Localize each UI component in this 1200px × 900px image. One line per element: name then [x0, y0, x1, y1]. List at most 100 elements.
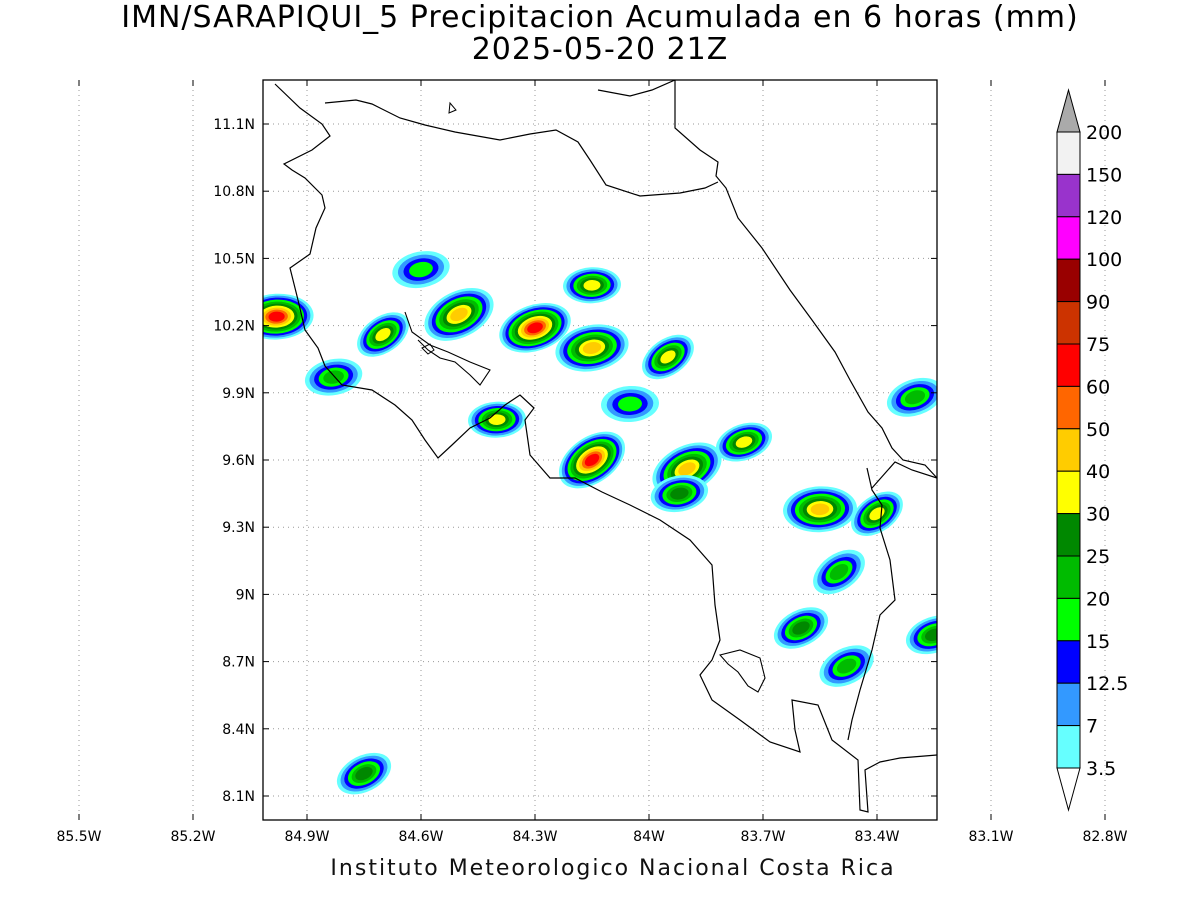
precip-cell — [468, 401, 526, 438]
colorbar-segment — [1056, 258, 1081, 303]
precip-contour — [24, 781, 43, 794]
colorbar-label: 3.5 — [1086, 758, 1116, 780]
precip-contour — [527, 322, 543, 334]
precip-contour — [962, 445, 998, 476]
colorbar-segment — [1056, 725, 1081, 769]
precip-cell — [263, 293, 314, 340]
precip-contour — [103, 192, 170, 245]
colorbar-legend: 200 150 120 100 90 75 60 50 40 30 25 20 15 12.5 7 3.5 — [1056, 88, 1128, 812]
precip-contour — [584, 453, 600, 467]
lat-tick-label: 8.1N — [222, 789, 255, 805]
precip-contour — [450, 307, 468, 322]
precip-contour — [215, 755, 246, 784]
precip-contour — [3, 768, 63, 807]
colorbar-label: 15 — [1086, 631, 1110, 653]
precip-cell — [558, 431, 626, 489]
precip-contour — [1011, 560, 1046, 583]
precip-cell — [7, 308, 75, 366]
precip-contour — [409, 261, 433, 278]
precip-cell — [103, 192, 170, 245]
precip-contour — [970, 451, 990, 468]
precip-contour — [20, 778, 47, 796]
lon-tick-label: 83.7W — [740, 829, 785, 845]
precip-cell — [1149, 526, 1200, 572]
precip-cell — [783, 486, 857, 533]
colorbar-label: 25 — [1086, 546, 1110, 568]
precip-contour — [1003, 555, 1055, 589]
caribbean-coastline — [597, 80, 937, 479]
precip-contour — [115, 201, 158, 235]
precip-contour — [47, 244, 73, 263]
precip-contour — [16, 165, 65, 208]
precip-contour — [0, 765, 67, 809]
lon-tick-label: 84.3W — [512, 829, 557, 845]
precipitation-field — [0, 162, 1200, 812]
precip-contour — [36, 236, 85, 271]
lat-tick-label: 10.5N — [213, 251, 255, 267]
nicoya-gulf-outline — [404, 311, 491, 386]
precip-cell — [886, 377, 937, 417]
precip-contour — [30, 177, 52, 196]
colorbar-segment — [1056, 682, 1081, 727]
precip-contour — [810, 503, 830, 516]
precip-contour — [954, 438, 1006, 483]
title-line-1: IMN/SARAPIQUI_5 Precipitacion Acumulada … — [121, 0, 1079, 35]
precip-contour — [126, 210, 146, 226]
precip-contour — [958, 441, 1002, 479]
precip-contour — [0, 762, 72, 812]
precip-contour — [1165, 634, 1196, 654]
colorbar-label: 40 — [1086, 461, 1110, 483]
lon-tick-label: 83.1W — [968, 829, 1013, 845]
precip-contour — [12, 162, 71, 212]
precip-contour — [32, 233, 88, 274]
precip-contour — [51, 247, 70, 261]
precip-cell — [650, 475, 709, 513]
colorbar-label: 7 — [1086, 716, 1098, 738]
colorbar-label: 20 — [1086, 588, 1110, 610]
precip-contour — [1168, 540, 1194, 559]
lat-tick-label: 8.4N — [222, 722, 255, 738]
precip-contour — [1007, 558, 1051, 586]
coastlines — [274, 80, 937, 813]
precip-cell — [601, 385, 659, 423]
precip-contour — [355, 766, 373, 781]
precip-contour — [660, 350, 676, 364]
precip-contour — [112, 672, 176, 718]
lon-tick-label: 84.9W — [284, 829, 329, 845]
precip-contour — [21, 169, 61, 204]
precip-cell — [642, 334, 694, 380]
pacific-coastline — [274, 83, 937, 813]
colorbar-segment — [1056, 343, 1081, 387]
precip-cell — [563, 267, 621, 304]
colorbar-segment — [1056, 216, 1081, 260]
colorbar-segment — [1056, 301, 1081, 345]
colorbar-segment — [1056, 428, 1081, 472]
precip-contour — [16, 775, 51, 798]
panama-border — [847, 461, 937, 741]
precip-contour — [1157, 532, 1200, 567]
precip-contour — [211, 750, 251, 787]
precip-contour — [323, 370, 344, 384]
lat-tick-label: 10.2N — [213, 319, 255, 335]
precip-contour — [43, 242, 77, 266]
precip-contour — [7, 308, 75, 366]
precip-contour — [618, 396, 642, 412]
colorbar-label: 30 — [1086, 504, 1110, 526]
precip-contour — [1070, 473, 1155, 540]
lat-tick-label: 9N — [236, 587, 255, 603]
precip-cell — [0, 762, 72, 812]
precip-contour — [122, 207, 149, 229]
precip-contour — [111, 198, 162, 238]
precip-cell — [424, 287, 494, 341]
precip-cell — [1070, 473, 1155, 540]
lat-tick-label: 8.7N — [222, 655, 255, 671]
colorbar-segment — [1056, 555, 1081, 599]
lon-tick-label: 83.4W — [854, 829, 899, 845]
precip-cell — [715, 422, 773, 462]
plot-frame — [262, 79, 938, 821]
osa-peninsula-outline — [718, 649, 766, 693]
colorbar-segment — [1056, 173, 1081, 218]
precip-contour — [488, 414, 506, 425]
precip-contour — [950, 434, 1010, 486]
precip-contour — [735, 436, 753, 448]
